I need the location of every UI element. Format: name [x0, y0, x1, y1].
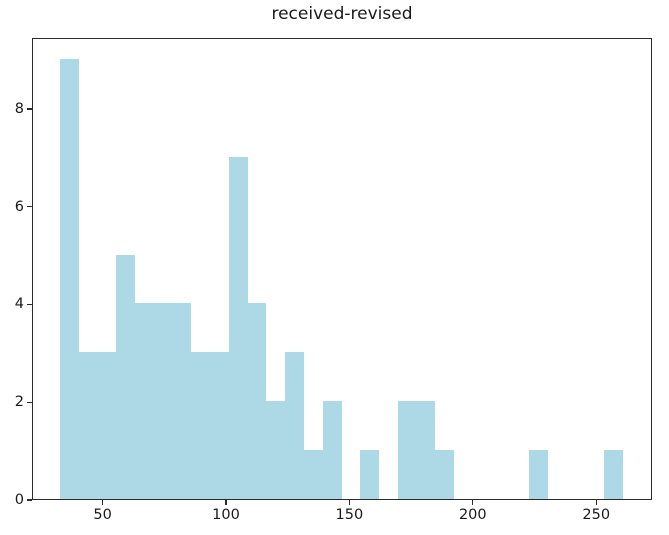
x-axis-tick [101, 500, 104, 505]
histogram-bar [435, 450, 455, 499]
histogram-bar [172, 303, 192, 499]
histogram-bar [397, 401, 417, 499]
histogram-bar [266, 401, 286, 499]
x-tick-label: 50 [93, 507, 112, 523]
histogram-bar [153, 303, 173, 499]
x-tick-label: 250 [582, 507, 611, 523]
histogram-bar [247, 303, 267, 499]
histogram-bar [59, 59, 79, 499]
histogram-bar [285, 352, 304, 499]
y-tick-label: 6 [14, 198, 24, 215]
y-axis-tick [27, 401, 32, 403]
y-axis-tick [27, 303, 32, 306]
x-tick-label: 150 [335, 507, 364, 523]
histogram-bar [210, 352, 229, 499]
y-tick-label: 0 [14, 492, 24, 508]
plot-area [32, 38, 652, 500]
histogram-bar [529, 450, 549, 499]
histogram-bar [116, 254, 135, 499]
x-tick-label: 200 [458, 507, 487, 523]
histogram-bar [604, 450, 624, 499]
x-axis-tick [595, 500, 597, 505]
y-axis-tick [27, 108, 32, 110]
histogram-bar [360, 450, 380, 499]
y-axis-tick [27, 499, 32, 501]
histogram-bar [228, 156, 248, 499]
y-tick-label: 8 [14, 100, 24, 117]
histogram-bar [303, 450, 323, 499]
x-axis-tick [472, 500, 474, 505]
y-tick-label: 2 [14, 394, 24, 411]
histogram-bar [416, 401, 436, 499]
histogram-bar [191, 352, 211, 499]
x-axis-tick [225, 500, 227, 505]
y-axis-tick [27, 206, 32, 208]
histogram-bar [97, 352, 117, 499]
y-tick-label: 4 [14, 296, 24, 313]
histogram-bar [322, 401, 342, 499]
x-tick-label: 100 [212, 507, 240, 523]
x-axis-tick [348, 500, 351, 505]
histogram-bar [135, 303, 154, 499]
chart-title: received-revised [271, 4, 413, 24]
histogram-bar [78, 352, 98, 499]
